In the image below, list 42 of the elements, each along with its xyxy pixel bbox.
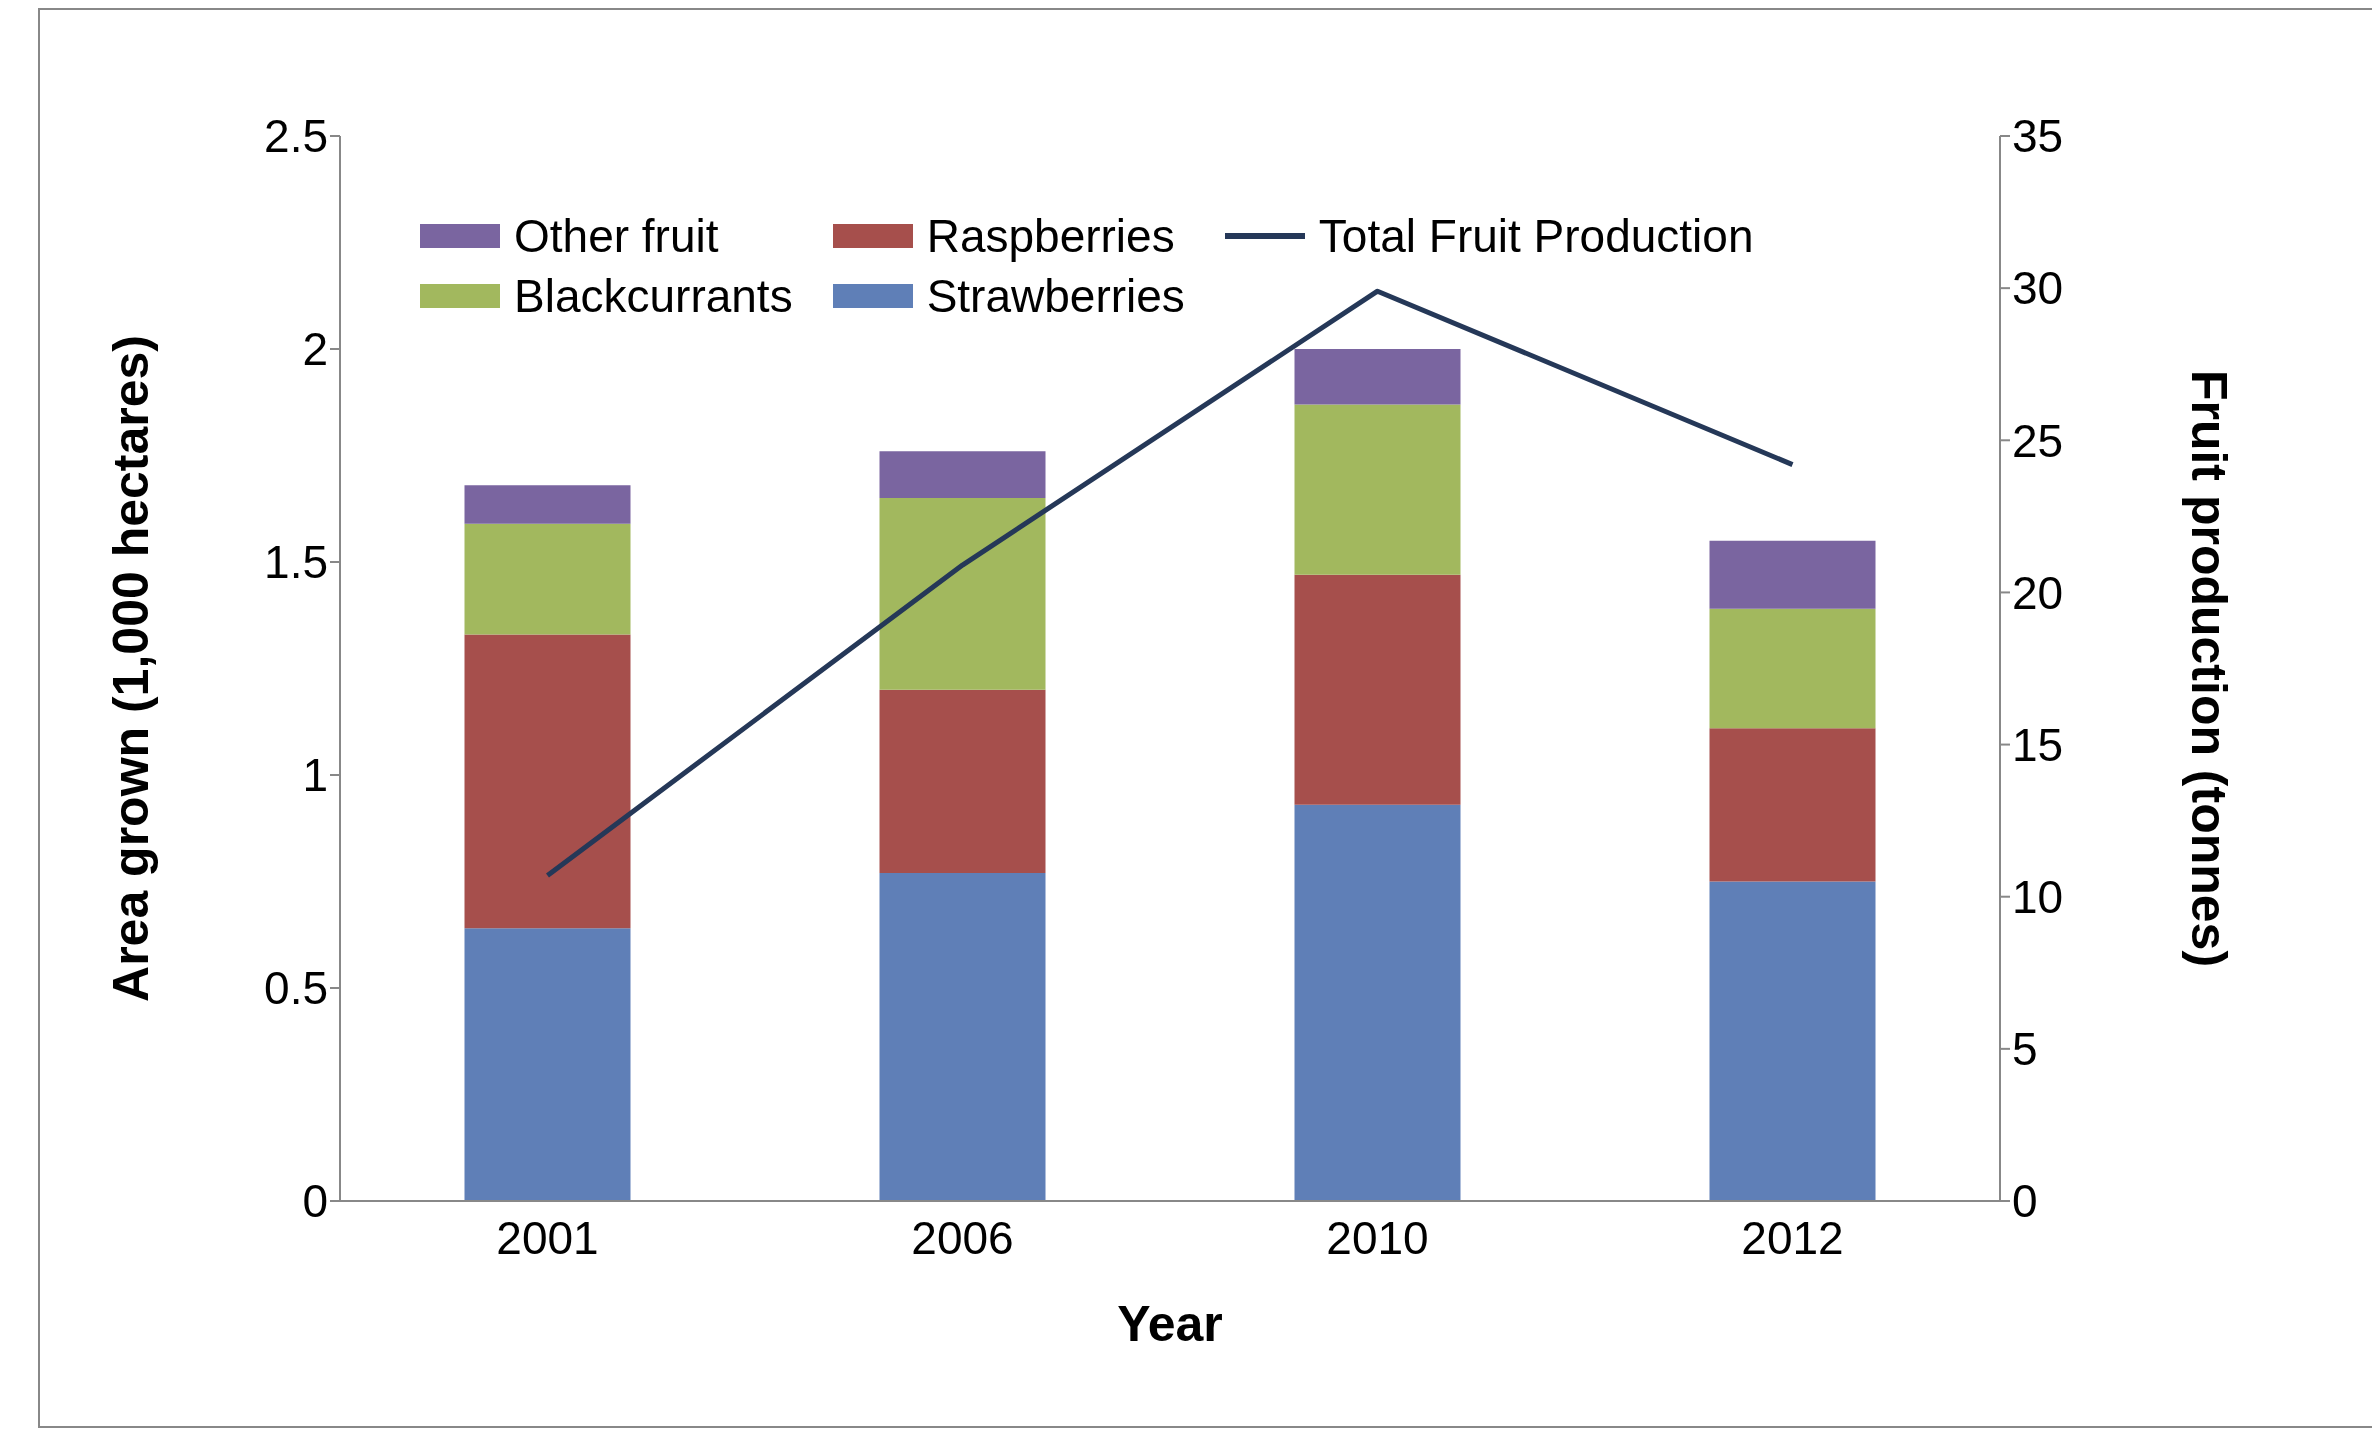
bar [464,928,631,1201]
y-tick-label: 0.5 [264,962,328,1015]
y2-tick-label: 35 [2012,110,2064,163]
legend-label: Other fruit [514,209,719,263]
y2-tick-label: 20 [2012,566,2064,619]
bar [1294,349,1461,405]
x-tick-label: 2010 [1326,1211,1429,1264]
legend-label: Total Fruit Production [1318,209,1754,263]
bar [1294,804,1461,1201]
y-tick-label: 1.5 [264,536,328,589]
legend-label: Raspberries [926,209,1175,263]
bar [1709,881,1876,1201]
y2-axis-title: Fruit production (tonnes) [2181,369,2238,968]
bar [1709,608,1876,729]
bar [879,689,1046,873]
bar [1294,404,1461,575]
legend-label: Blackcurrants [514,269,793,323]
y-tick-label: 0 [302,1175,328,1228]
y2-tick-label: 0 [2012,1175,2038,1228]
y2-tick-label: 10 [2012,871,2064,924]
y-tick-label: 2.5 [264,110,328,163]
bar [879,451,1046,499]
y-tick-label: 2 [302,323,328,376]
bar [1294,574,1461,805]
bar [1709,540,1876,609]
bar [1709,728,1876,882]
y-axis-title: Area grown (1,000 hectares) [102,335,159,1002]
y-tick-label: 1 [302,749,328,802]
bar [879,872,1046,1201]
x-axis-title: Year [1117,1296,1223,1352]
y2-tick-label: 5 [2012,1023,2038,1076]
x-tick-label: 2006 [911,1211,1014,1264]
y2-tick-label: 15 [2012,718,2064,771]
x-tick-label: 2012 [1741,1211,1844,1264]
bar [879,498,1046,690]
bar [464,523,631,635]
legend-label: Strawberries [926,269,1185,323]
y2-tick-label: 30 [2012,262,2064,315]
bar [464,485,631,524]
y2-tick-label: 25 [2012,414,2064,467]
bar [464,634,631,929]
x-tick-label: 2001 [496,1211,599,1264]
